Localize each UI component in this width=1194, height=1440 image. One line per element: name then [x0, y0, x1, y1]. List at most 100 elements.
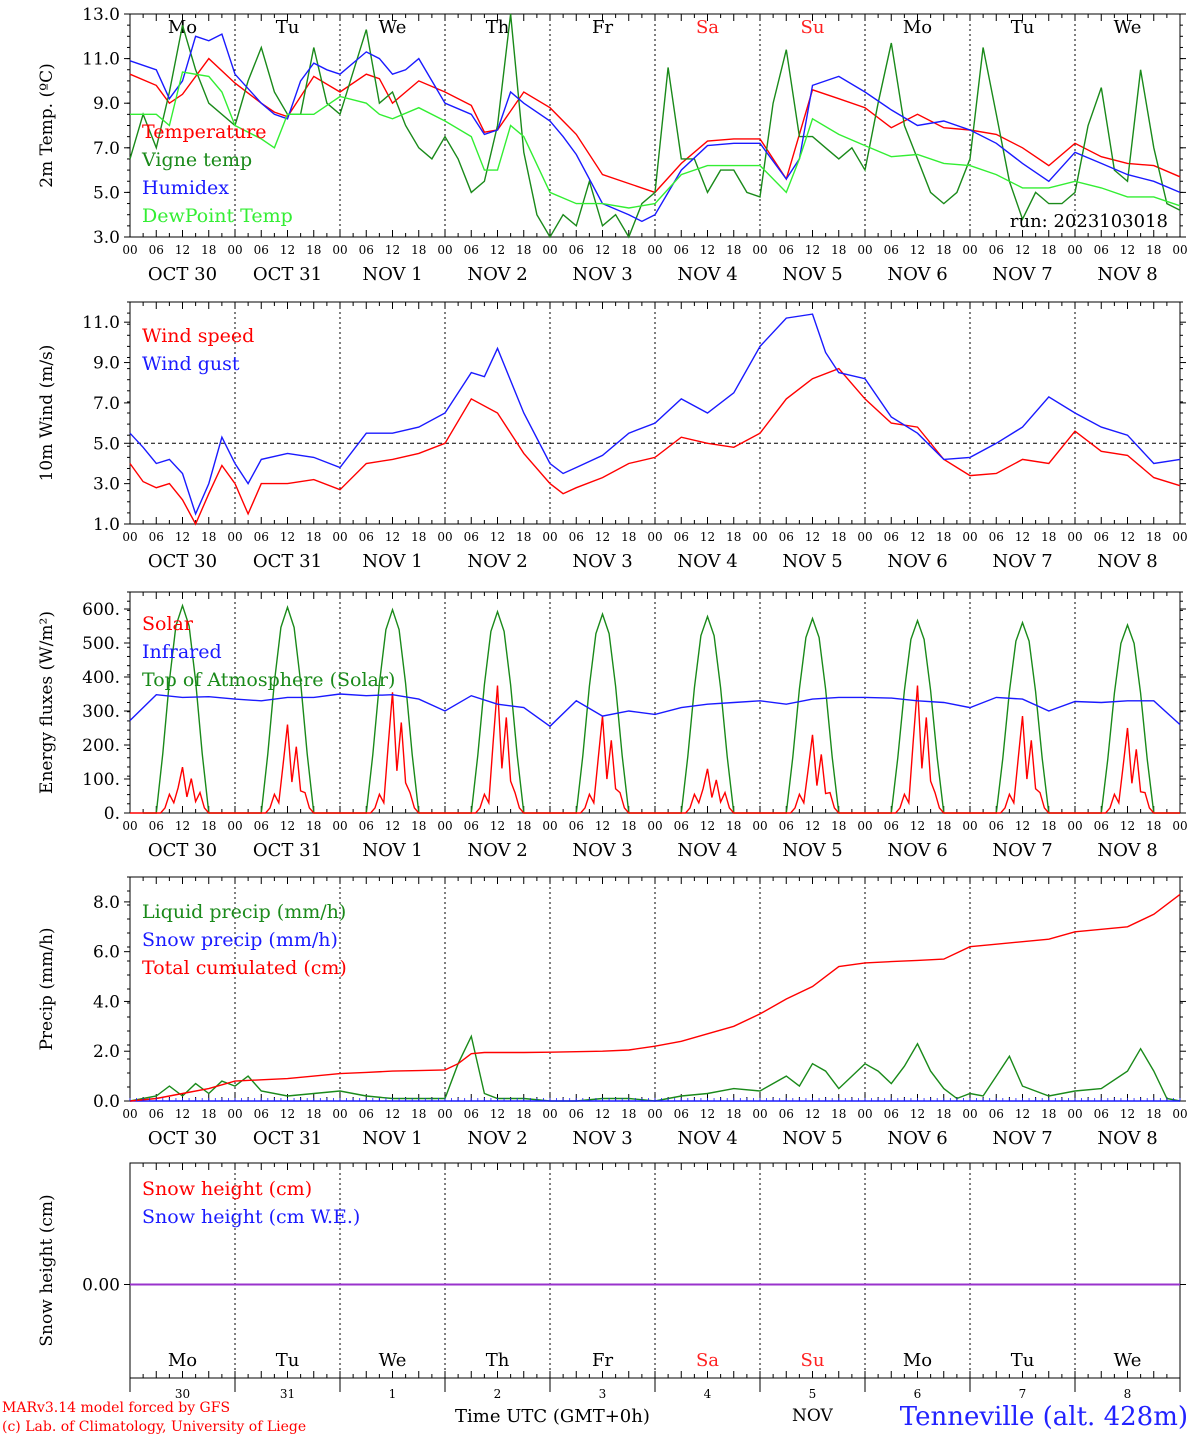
hour-tick-label: 12	[595, 243, 610, 257]
y-axis-label: 2m Temp. (ºC)	[37, 63, 57, 188]
hour-tick-label: 18	[201, 819, 216, 833]
hour-tick-label: 12	[595, 819, 610, 833]
hour-tick-label: 18	[831, 530, 846, 544]
hour-tick-label: 00	[332, 243, 347, 257]
y-axis-label: Energy fluxes (W/m²)	[37, 611, 57, 794]
hour-tick-label: 18	[516, 530, 531, 544]
hour-tick-label: 06	[989, 243, 1004, 257]
date-label: NOV 1	[362, 1128, 422, 1149]
date-label: NOV 7	[992, 264, 1052, 285]
legend-entry: Solar	[142, 613, 194, 635]
legend-entry: Snow height (cm)	[142, 1178, 312, 1200]
date-label: OCT 31	[253, 1128, 322, 1149]
hour-tick-label: 12	[1120, 819, 1135, 833]
legend-entry: Total cumulated (cm)	[142, 957, 347, 979]
hour-tick-label: 18	[936, 243, 951, 257]
weekday-label: Tu	[276, 1350, 300, 1371]
y-tick-label: 4.0	[93, 992, 120, 1012]
hour-tick-label: 00	[752, 1107, 767, 1121]
hour-tick-label: 06	[149, 1107, 164, 1121]
hour-tick-label: 00	[962, 1107, 977, 1121]
date-label: NOV 8	[1097, 1128, 1157, 1149]
hour-tick-label: 12	[385, 243, 400, 257]
y-axis-label: Precip (mm/h)	[37, 927, 57, 1050]
hour-tick-label: 18	[201, 243, 216, 257]
hour-tick-label: 00	[227, 243, 242, 257]
weekday-label: Mo	[903, 17, 932, 38]
y-tick-label: 8.0	[93, 893, 120, 913]
hour-tick-label: 06	[569, 530, 584, 544]
weekday-label: Mo	[903, 1350, 932, 1371]
date-label: NOV 4	[677, 1128, 737, 1149]
day-number-label: 7	[1019, 1387, 1027, 1401]
hour-tick-label: 00	[857, 530, 872, 544]
day-number-label: 6	[914, 1387, 922, 1401]
y-tick-label: 400.	[82, 668, 120, 688]
hour-tick-label: 06	[989, 1107, 1004, 1121]
hour-tick-label: 00	[752, 819, 767, 833]
hour-tick-label: 06	[359, 819, 374, 833]
date-label: NOV 3	[572, 840, 632, 861]
hour-tick-label: 06	[254, 819, 269, 833]
series-line-top-of-atmosphere	[143, 603, 1180, 814]
hour-tick-label: 12	[175, 1107, 190, 1121]
hour-tick-label: 00	[857, 1107, 872, 1121]
hour-tick-label: 18	[936, 530, 951, 544]
hour-tick-label: 00	[227, 1107, 242, 1121]
hour-tick-label: 18	[306, 530, 321, 544]
hour-tick-label: 18	[1041, 819, 1056, 833]
hour-tick-label: 06	[359, 243, 374, 257]
y-tick-label: 200.	[82, 736, 120, 756]
hour-tick-label: 12	[700, 1107, 715, 1121]
hour-tick-label: 06	[149, 530, 164, 544]
date-label: NOV 3	[572, 264, 632, 285]
date-label: NOV 4	[677, 840, 737, 861]
date-label: NOV 6	[887, 1128, 947, 1149]
legend-entry: Top of Atmosphere (Solar)	[142, 669, 395, 691]
hour-tick-label: 06	[254, 530, 269, 544]
y-tick-label: 3.0	[93, 228, 120, 248]
weekday-label: Fr	[592, 1350, 613, 1371]
hour-tick-label: 00	[542, 819, 557, 833]
legend-entry: DewPoint Temp	[142, 205, 293, 227]
y-tick-label: 0.0	[93, 1092, 120, 1112]
y-tick-label: 2.0	[93, 1042, 120, 1062]
hour-tick-label: 12	[490, 243, 505, 257]
date-label: NOV 2	[467, 551, 527, 572]
hour-tick-label: 12	[910, 819, 925, 833]
day-number-label: 3	[599, 1387, 607, 1401]
weekday-label: We	[379, 1350, 407, 1371]
series-line-dewpoint-temp	[130, 71, 1181, 209]
date-label: NOV 6	[887, 840, 947, 861]
hour-tick-label: 18	[831, 1107, 846, 1121]
hour-tick-label: 18	[621, 1107, 636, 1121]
hour-tick-label: 12	[1120, 243, 1135, 257]
date-label: NOV 2	[467, 1128, 527, 1149]
hour-tick-label: 12	[910, 243, 925, 257]
lab-credit: (c) Lab. of Climatology, University of L…	[2, 1419, 307, 1435]
hour-tick-label: 00	[437, 819, 452, 833]
panel-2: 00 06 12 18 00 06 12 18 00 06 12 18 00 06 12 18 00 06 12 18…	[37, 301, 1188, 572]
legend-entry: Wind gust	[142, 353, 240, 375]
y-axis-label: Snow height (cm)	[37, 1194, 57, 1346]
hour-tick-label: 06	[1094, 530, 1109, 544]
hour-tick-label: 12	[700, 243, 715, 257]
hour-tick-label: 00	[857, 819, 872, 833]
hour-tick-label: 12	[280, 1107, 295, 1121]
hour-tick-label: 12	[490, 819, 505, 833]
hour-tick-label: 12	[700, 819, 715, 833]
date-label: NOV 3	[572, 551, 632, 572]
hour-tick-label: 18	[306, 1107, 321, 1121]
hour-tick-label: 06	[359, 530, 374, 544]
hour-tick-label: 06	[674, 243, 689, 257]
series-line-humidex	[129, 33, 1181, 223]
y-tick-label: 3.0	[93, 475, 120, 495]
hour-tick-label: 06	[884, 1107, 899, 1121]
hour-tick-label: 00	[962, 819, 977, 833]
hour-tick-label: 18	[831, 819, 846, 833]
hour-tick-label: 06	[779, 1107, 794, 1121]
hour-tick-label: 18	[1146, 530, 1161, 544]
weekday-label: Mo	[168, 1350, 197, 1371]
hour-tick-label: 12	[595, 530, 610, 544]
hour-tick-label: 18	[1041, 243, 1056, 257]
